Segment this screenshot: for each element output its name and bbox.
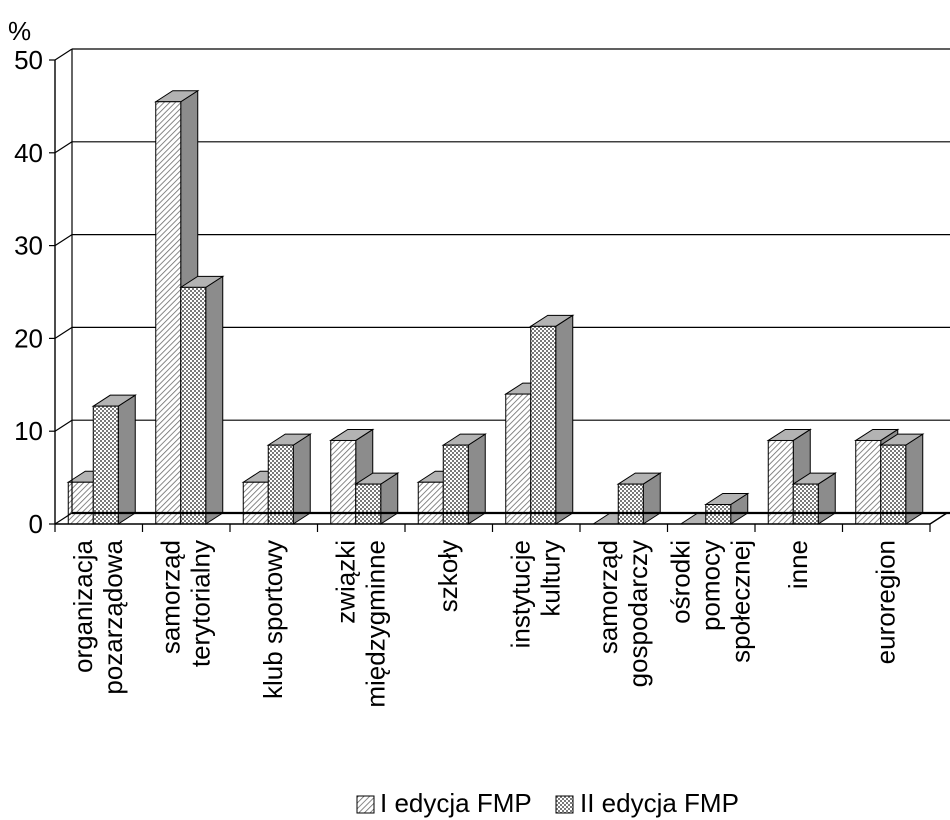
x-tick-label-line: instytucje xyxy=(505,540,535,648)
x-tick-label-line: szkoły xyxy=(433,540,463,612)
y-tick-label: 10 xyxy=(14,416,43,446)
floor-right-edge xyxy=(929,512,948,525)
y-tick-label: 50 xyxy=(14,45,43,75)
bar xyxy=(530,325,557,525)
bar xyxy=(505,393,532,525)
y-tick-labels: 0 10 20 30 40 50 xyxy=(14,45,43,539)
bars xyxy=(66,89,925,525)
legend: I edycja FMP II edycja FMP xyxy=(356,788,739,818)
bar xyxy=(355,483,382,525)
x-tick-label-line: pomocy xyxy=(695,540,725,631)
y-tick-label: 0 xyxy=(29,509,43,539)
bar-series-2 xyxy=(266,433,312,525)
bar-side xyxy=(205,275,224,525)
axes xyxy=(49,48,950,532)
x-tick-label-line: ośrodki xyxy=(665,540,695,624)
bar xyxy=(242,481,269,525)
x-tick-labels: organizacjapozarządowa samorządterytorial… xyxy=(68,539,901,707)
bar xyxy=(767,439,794,525)
bar-series-2 xyxy=(529,314,575,525)
x-tick-label-line: samorząd xyxy=(155,540,185,654)
bar xyxy=(155,101,182,525)
x-tick-label-line: związki xyxy=(330,540,360,624)
x-tick-label: euroregion xyxy=(870,540,900,664)
bar xyxy=(880,444,907,525)
bar-side xyxy=(292,433,311,525)
bar xyxy=(267,444,294,525)
x-tick-label-line: społecznej xyxy=(725,540,755,663)
bar-series-2 xyxy=(179,275,225,525)
x-tick-label: szkoły xyxy=(433,540,463,612)
x-tick-label-line: organizacja xyxy=(68,539,98,673)
bar-series-2 xyxy=(704,492,750,525)
x-tick-label-line: terytorialny xyxy=(185,540,215,667)
x-tick-label: organizacjapozarządowa xyxy=(68,539,128,694)
y-depth-line xyxy=(54,141,73,154)
y-tick-label: 20 xyxy=(14,323,43,353)
bar xyxy=(617,483,644,525)
bar-side xyxy=(117,394,136,525)
bar-series-2 xyxy=(91,394,137,525)
x-tick-label-line: międzygminne xyxy=(360,540,390,708)
legend-label-series-1: I edycja FMP xyxy=(380,788,532,818)
y-depth-line xyxy=(54,512,73,525)
bar-side xyxy=(555,314,574,525)
x-tick-label: klub sportowy xyxy=(258,540,288,699)
x-tick-label-line: samorząd xyxy=(593,540,623,654)
bar-series-2 xyxy=(441,433,487,525)
legend-label-series-2: II edycja FMP xyxy=(580,788,739,818)
legend-swatch-series-1 xyxy=(356,795,375,814)
bar-series-2 xyxy=(879,433,925,525)
y-depth-line xyxy=(54,48,73,61)
bar xyxy=(180,286,207,525)
bar xyxy=(705,504,732,525)
x-tick-label-line: inne xyxy=(783,540,813,589)
x-tick-label-line: euroregion xyxy=(870,540,900,664)
bar-series-2 xyxy=(616,472,662,525)
bar-series-2 xyxy=(791,472,837,525)
x-tick-label: ośrodkipomocyspołecznej xyxy=(665,540,755,663)
x-tick-label: instytucjekultury xyxy=(505,540,565,648)
x-tick-label: związkimiędzygminne xyxy=(330,540,390,708)
x-tick-label: samorządgospodarczy xyxy=(593,540,653,687)
bar-side xyxy=(905,433,924,525)
bar-side xyxy=(467,433,486,525)
bar xyxy=(417,481,444,525)
x-tick-label: inne xyxy=(783,540,813,589)
y-depth-line xyxy=(54,419,73,432)
y-depth-line xyxy=(54,326,73,339)
x-tick-label-line: gospodarczy xyxy=(623,540,653,687)
y-tick-label: 40 xyxy=(14,138,43,168)
x-tick-label-line: klub sportowy xyxy=(258,540,288,699)
bar-series-2 xyxy=(354,472,400,525)
x-tick-label-line: kultury xyxy=(535,540,565,617)
bar xyxy=(330,439,357,525)
bar xyxy=(92,405,119,525)
bar xyxy=(855,439,882,525)
y-axis-unit-label: % xyxy=(8,16,31,46)
y-tick-label: 30 xyxy=(14,231,43,261)
y-depth-line xyxy=(54,234,73,247)
legend-swatch-series-2 xyxy=(555,795,574,814)
x-tick-label: samorządterytorialny xyxy=(155,540,215,667)
x-tick-label-line: pozarządowa xyxy=(98,539,128,694)
bar xyxy=(792,483,819,525)
